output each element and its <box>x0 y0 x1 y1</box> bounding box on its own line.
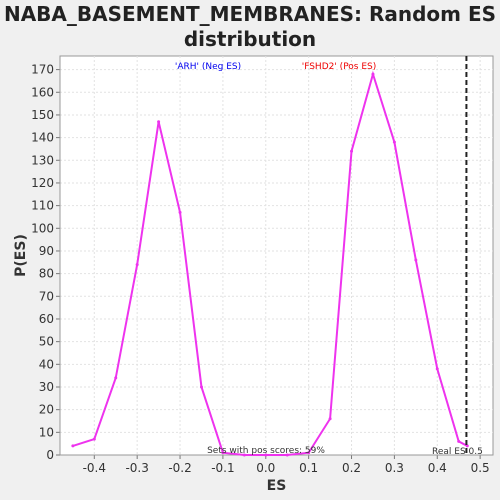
y-tick-label: 60 <box>39 312 54 326</box>
series-points <box>71 72 469 457</box>
x-axis-title: ES <box>267 478 287 494</box>
y-axis-ticks: 0 10 20 30 40 50 60 70 80 90 100 110 120 130 140 150 160… <box>31 63 60 462</box>
y-tick-label: 140 <box>31 131 54 145</box>
x-tick-label: 0.3 <box>385 461 404 475</box>
data-point <box>114 376 118 380</box>
plot-area <box>59 55 494 456</box>
y-tick-label: 90 <box>39 244 54 258</box>
data-point <box>135 263 139 267</box>
data-point <box>465 444 469 448</box>
x-tick-label: 0.4 <box>428 461 447 475</box>
pos-scores-label: Sets with pos scores: 59% <box>207 446 325 456</box>
grid <box>59 55 494 456</box>
data-point <box>392 140 396 144</box>
y-tick-label: 0 <box>46 448 54 462</box>
y-tick-label: 120 <box>31 176 54 190</box>
x-tick-label: 0.0 <box>256 461 275 475</box>
chart-title: NABA_BASEMENT_MEMBRANES: Random ES distr… <box>3 2 497 51</box>
data-point <box>285 453 289 457</box>
data-point <box>221 451 225 455</box>
y-tick-label: 20 <box>39 403 54 417</box>
series-line <box>72 70 468 456</box>
y-tick-label: 170 <box>31 63 54 77</box>
x-axis-ticks: -0.4 -0.3 -0.2 -0.1 0.0 0.1 0.2 0.3 0.4 0.5 <box>83 455 490 475</box>
data-point <box>199 385 203 389</box>
y-tick-label: 70 <box>39 289 54 303</box>
y-tick-label: 130 <box>31 153 54 167</box>
x-tick-label: -0.2 <box>168 461 191 475</box>
y-tick-label: 40 <box>39 357 54 371</box>
neg-es-label: 'ARH' (Neg ES) <box>175 62 241 72</box>
data-point <box>457 439 461 443</box>
y-tick-label: 30 <box>39 380 54 394</box>
data-point <box>92 437 96 441</box>
y-tick-label: 150 <box>31 108 54 122</box>
data-point <box>328 417 332 421</box>
real-es-label: Real ES 0.5 <box>432 447 483 457</box>
pos-es-label: 'FSHD2' (Pos ES) <box>302 62 377 72</box>
data-point <box>350 149 354 153</box>
x-tick-label: 0.5 <box>471 461 490 475</box>
x-tick-label: -0.1 <box>211 461 234 475</box>
data-point <box>307 451 311 455</box>
x-tick-label: -0.3 <box>125 461 148 475</box>
x-tick-label: 0.2 <box>342 461 361 475</box>
y-tick-label: 100 <box>31 221 54 235</box>
x-tick-label: 0.1 <box>299 461 318 475</box>
data-point <box>157 120 161 124</box>
data-point <box>435 367 439 371</box>
data-point <box>178 210 182 214</box>
data-point <box>371 72 375 76</box>
y-tick-label: 110 <box>31 199 54 213</box>
data-point <box>264 453 268 457</box>
y-tick-label: 10 <box>39 425 54 439</box>
y-axis-title: P(ES) <box>13 234 29 277</box>
data-point <box>242 453 246 457</box>
data-point <box>71 444 75 448</box>
y-tick-label: 80 <box>39 267 54 281</box>
y-tick-label: 50 <box>39 335 54 349</box>
x-tick-label: -0.4 <box>83 461 106 475</box>
y-tick-label: 160 <box>31 85 54 99</box>
data-point <box>414 258 418 262</box>
